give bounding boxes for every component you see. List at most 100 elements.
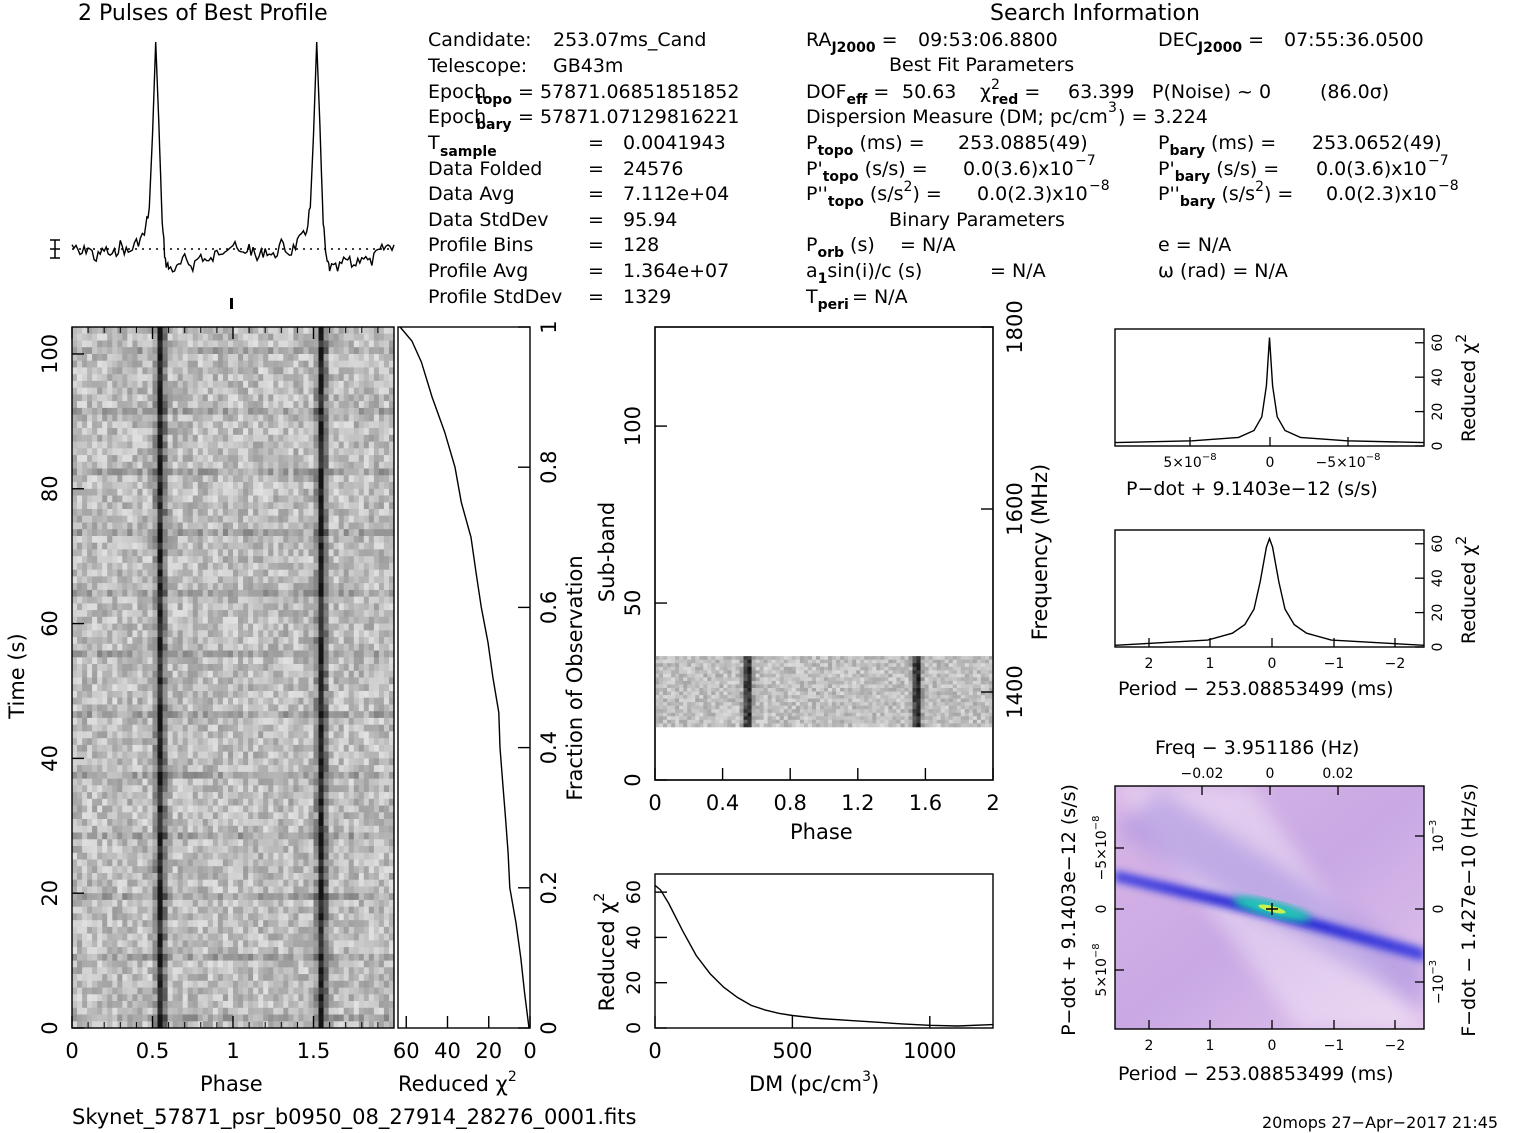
phase-time-cell <box>253 616 259 624</box>
phase-time-cell <box>82 401 88 409</box>
phase-time-cell <box>197 394 204 402</box>
phase-time-cell <box>333 347 339 355</box>
phase-time-cell <box>338 455 345 463</box>
phase-time-cell <box>378 482 385 490</box>
phase-time-cell <box>378 367 385 375</box>
phase-time-cell <box>87 637 93 645</box>
phase-time-cell <box>157 643 163 651</box>
phase-time-cell <box>278 354 284 362</box>
phase-time-cell <box>228 812 234 820</box>
phase-time-cell <box>117 347 123 355</box>
phase-time-cell <box>202 839 209 847</box>
phase-time-cell <box>182 717 189 725</box>
phase-time-cell <box>348 778 355 786</box>
phase-time-cell <box>177 637 184 645</box>
phase-time-cell <box>288 583 294 591</box>
phase-time-cell <box>97 522 103 530</box>
phase-time-cell <box>212 677 219 685</box>
phase-time-cell <box>132 495 138 503</box>
phase-time-cell <box>192 643 199 651</box>
phase-time-cell <box>142 536 148 544</box>
phase-time-cell <box>238 421 244 429</box>
phase-time-cell <box>152 380 158 388</box>
phase-time-cell <box>197 360 204 368</box>
phase-time-cell <box>152 340 158 348</box>
phase-time-cell <box>147 387 153 395</box>
phase-time-cell <box>338 603 345 611</box>
phase-time-cell <box>258 529 264 537</box>
phase-time-cell <box>152 583 158 591</box>
phase-time-cell <box>273 771 279 779</box>
phase-time-cell <box>142 441 148 449</box>
phase-time-cell <box>197 583 204 591</box>
phase-time-cell <box>212 515 219 523</box>
phase-time-cell <box>283 616 289 624</box>
phase-time-cell <box>348 684 355 692</box>
phase-time-cell <box>343 798 350 806</box>
phase-time-cell <box>343 589 350 597</box>
phase-time-cell <box>278 812 284 820</box>
phase-time-cell <box>238 475 244 483</box>
phase-time-cell <box>132 428 138 436</box>
phase-time-cell <box>368 374 375 382</box>
phase-time-cell <box>238 819 244 827</box>
phase-time-cell <box>192 819 199 827</box>
phase-time-cell <box>172 455 178 463</box>
phase-time-cell <box>333 751 339 759</box>
phase-time-cell <box>383 603 390 611</box>
phase-time-cell <box>167 603 173 611</box>
phase-time-cell <box>233 522 239 530</box>
phase-time-cell <box>197 832 204 840</box>
phase-time-cell <box>212 704 219 712</box>
phase-time-cell <box>202 556 209 564</box>
phase-time-cell <box>132 610 138 618</box>
phase-time-cell <box>157 475 163 483</box>
phase-time-cell <box>107 414 113 422</box>
phase-time-cell <box>72 691 78 699</box>
phase-time-cell <box>167 778 173 786</box>
phase-time-cell <box>132 502 138 510</box>
phase-time-cell <box>238 758 244 766</box>
phase-time-cell <box>313 717 319 725</box>
phase-time-cell <box>348 697 355 705</box>
phase-time-cell <box>207 603 214 611</box>
phase-time-cell <box>368 825 375 833</box>
phase-time-cell <box>313 461 319 469</box>
phase-time-cell <box>368 407 375 415</box>
phase-time-cell <box>383 677 390 685</box>
phase-time-cell <box>323 461 329 469</box>
phase-time-cell <box>147 428 153 436</box>
phase-time-cell <box>273 502 279 510</box>
phase-time-cell <box>122 778 128 786</box>
phase-time-cell <box>288 792 294 800</box>
phase-time-cell <box>152 819 158 827</box>
phase-time-cell <box>172 441 178 449</box>
phase-time-cell <box>273 785 279 793</box>
phase-time-cell <box>172 347 178 355</box>
phase-time-cell <box>378 488 385 496</box>
phase-time-cell <box>243 664 249 672</box>
phase-time-cell <box>368 367 375 375</box>
phase-time-cell <box>127 468 133 476</box>
phase-time-cell <box>117 549 123 557</box>
phase-time-cell <box>167 509 173 517</box>
phase-time-cell <box>389 509 395 517</box>
phase-time-cell <box>222 455 229 463</box>
phase-time-cell <box>132 751 138 759</box>
phase-time-cell <box>389 805 395 813</box>
phase-time-cell <box>358 340 365 348</box>
phase-time-cell <box>318 401 324 409</box>
phase-time-cell <box>147 536 153 544</box>
phase-time-cell <box>72 428 78 436</box>
phase-time-cell <box>278 616 284 624</box>
phase-time-cell <box>298 583 304 591</box>
phase-time-cell <box>253 697 259 705</box>
phase-time-cell <box>373 502 380 510</box>
phase-time-cell <box>147 744 153 752</box>
phase-time-cell <box>187 387 194 395</box>
phase-time-cell <box>202 778 209 786</box>
phase-time-cell <box>152 657 158 665</box>
phase-time-cell <box>107 589 113 597</box>
phase-time-cell <box>308 583 314 591</box>
phase-time-cell <box>77 684 83 692</box>
